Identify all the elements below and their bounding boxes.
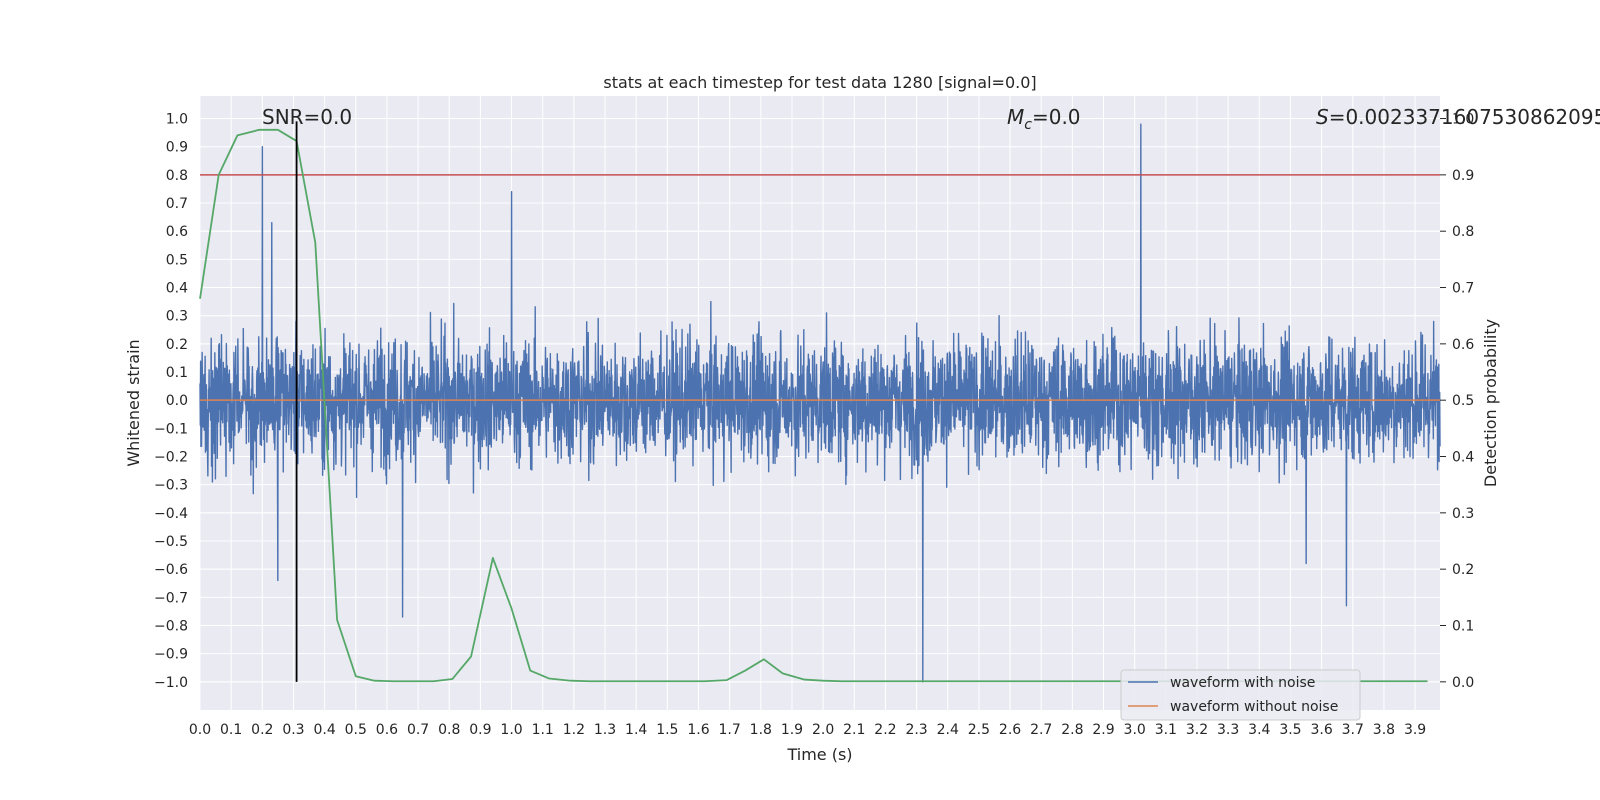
s-annotation: S=0.0023371607530862095 <box>1316 105 1600 129</box>
x-tick-label: 2.3 <box>905 722 927 738</box>
y-tick-label-left: −0.7 <box>154 590 188 606</box>
x-tick-label: 2.5 <box>968 722 990 738</box>
x-tick-label: 2.8 <box>1061 722 1083 738</box>
y-tick-label-left: 1.0 <box>166 112 188 128</box>
x-tick-label: 1.8 <box>750 722 772 738</box>
x-tick-label: 3.4 <box>1248 722 1270 738</box>
y-tick-label-left: −0.2 <box>154 450 188 466</box>
y-tick-label-right: 0.3 <box>1452 506 1474 522</box>
y-tick-label-left: 0.9 <box>166 140 188 156</box>
y-tick-label-right: 0.7 <box>1452 281 1474 297</box>
x-tick-label: 2.2 <box>874 722 896 738</box>
x-tick-label: 3.0 <box>1124 722 1146 738</box>
x-tick-label: 3.2 <box>1186 722 1208 738</box>
y-tick-label-left: −0.8 <box>154 619 188 635</box>
x-tick-label: 0.2 <box>251 722 273 738</box>
y-tick-label-right: 0.8 <box>1452 224 1474 240</box>
x-tick-label: 1.9 <box>781 722 803 738</box>
x-tick-label: 0.8 <box>438 722 460 738</box>
x-tick-label: 3.3 <box>1217 722 1239 738</box>
x-tick-label: 2.6 <box>999 722 1021 738</box>
x-tick-label: 2.7 <box>1030 722 1052 738</box>
x-tick-label: 3.6 <box>1310 722 1332 738</box>
legend-label-noise: waveform with noise <box>1170 675 1315 691</box>
x-tick-label: 3.7 <box>1342 722 1364 738</box>
y-tick-label-right: 0.5 <box>1452 393 1474 409</box>
x-tick-label: 3.1 <box>1155 722 1177 738</box>
y-tick-label-left: 0.8 <box>166 168 188 184</box>
legend: waveform with noise waveform without noi… <box>1120 669 1361 721</box>
x-tick-label: 0.7 <box>407 722 429 738</box>
y-tick-label-right: 0.0 <box>1452 675 1474 691</box>
x-tick-label: 0.6 <box>376 722 398 738</box>
x-tick-label: 0.4 <box>313 722 335 738</box>
y-tick-label-left: −0.6 <box>154 562 188 578</box>
y-tick-label-left: −0.3 <box>154 478 188 494</box>
y-tick-label-right: 0.2 <box>1452 562 1474 578</box>
y-tick-label-left: −1.0 <box>154 675 188 691</box>
y-tick-label-left: −0.5 <box>154 534 188 550</box>
x-tick-label: 3.8 <box>1373 722 1395 738</box>
y-tick-label-left: −0.1 <box>154 421 188 437</box>
x-tick-label: 2.9 <box>1092 722 1114 738</box>
s-symbol: S <box>1316 105 1329 129</box>
y-tick-label-left: 0.3 <box>166 309 188 325</box>
x-tick-label: 2.1 <box>843 722 865 738</box>
x-tick-label: 1.0 <box>500 722 522 738</box>
x-tick-label: 0.5 <box>345 722 367 738</box>
s-value: =0.0023371607530862095 <box>1329 105 1600 129</box>
x-tick-label: 0.0 <box>189 722 211 738</box>
y-tick-label-left: −0.9 <box>154 647 188 663</box>
x-tick-label: 1.1 <box>532 722 554 738</box>
x-tick-label: 2.4 <box>937 722 959 738</box>
y-tick-label-left: 0.2 <box>166 337 188 353</box>
y-tick-label-left: −0.4 <box>154 506 188 522</box>
y-axis-label-right: Detection probability <box>1481 319 1500 487</box>
x-tick-label: 3.9 <box>1404 722 1426 738</box>
y-tick-label-right: 0.1 <box>1452 619 1474 635</box>
x-tick-label: 0.9 <box>469 722 491 738</box>
x-tick-label: 1.5 <box>656 722 678 738</box>
legend-label-no-noise: waveform without noise <box>1170 699 1338 715</box>
y-tick-label-left: 0.5 <box>166 252 188 268</box>
y-tick-label-right: 0.9 <box>1452 168 1474 184</box>
y-tick-label-left: 0.6 <box>166 224 188 240</box>
x-tick-label: 1.2 <box>563 722 585 738</box>
x-axis-label: Time (s) <box>786 745 852 764</box>
chart-title: stats at each timestep for test data 128… <box>603 73 1036 92</box>
legend-box <box>1120 669 1361 721</box>
x-tick-label: 1.7 <box>719 722 741 738</box>
snr-annotation: SNR=0.0 <box>262 105 352 129</box>
y-tick-label-left: 0.4 <box>166 281 188 297</box>
x-tick-label: 1.6 <box>687 722 709 738</box>
x-tick-label: 2.0 <box>812 722 834 738</box>
mc-subscript: c <box>1024 117 1032 133</box>
y-tick-label-right: 1.0 <box>1452 112 1474 128</box>
y-tick-label-right: 0.4 <box>1452 450 1474 466</box>
y-tick-label-left: 0.1 <box>166 365 188 381</box>
x-tick-label: 0.3 <box>282 722 304 738</box>
mc-value: =0.0 <box>1032 105 1081 129</box>
mc-symbol: M <box>1007 105 1024 129</box>
y-tick-label-left: 0.7 <box>166 196 188 212</box>
y-tick-label-right: 0.6 <box>1452 337 1474 353</box>
y-tick-label-left: 0.0 <box>166 393 188 409</box>
x-tick-label: 0.1 <box>220 722 242 738</box>
x-tick-label: 1.4 <box>625 722 647 738</box>
mc-annotation: Mc=0.0 <box>1007 105 1081 133</box>
x-tick-label: 1.3 <box>594 722 616 738</box>
axis-ticks: 0.0 0.1 0.2 0.3 0.4 0.5 0.6 0.7 0.8 0.9 1.0 1.1 1.2 1… <box>154 112 1474 738</box>
y-axis-label-left: Whitened strain <box>124 339 143 466</box>
x-tick-label: 3.5 <box>1279 722 1301 738</box>
